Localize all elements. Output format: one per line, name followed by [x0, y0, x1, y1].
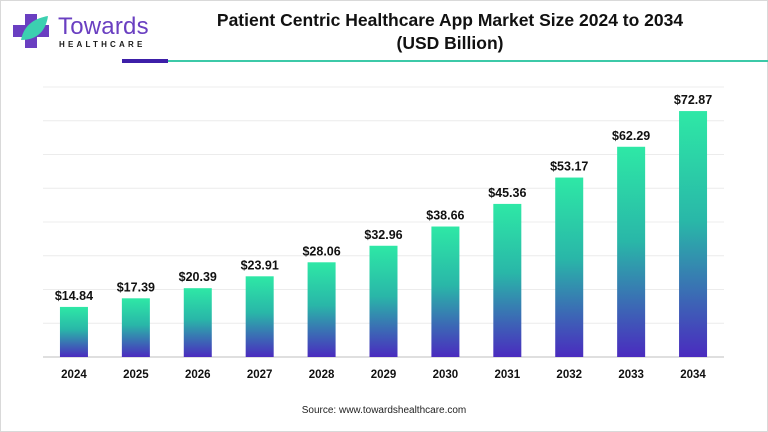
data-label: $20.39 — [179, 270, 217, 284]
logo-subtitle: HEALTHCARE — [59, 40, 146, 49]
chart-subtitle: (USD Billion) — [396, 33, 504, 53]
chart-title: Patient Centric Healthcare App Market Si… — [170, 9, 730, 55]
source-note: Source: www.towardshealthcare.com — [301, 405, 467, 416]
data-label: $45.36 — [488, 186, 526, 200]
x-tick-label: 2031 — [495, 369, 521, 381]
bar-2024 — [59, 306, 88, 357]
chart-title-main: Patient Centric Healthcare App Market Si… — [216, 10, 684, 30]
bar-2027 — [245, 276, 274, 357]
x-tick-label: 2028 — [309, 369, 335, 381]
header-accent-teal — [168, 60, 768, 62]
bar-2033 — [617, 146, 646, 357]
bar-2034 — [679, 111, 708, 357]
bar-2031 — [493, 203, 522, 357]
data-label: $14.84 — [55, 289, 93, 303]
bar-2028 — [307, 262, 336, 357]
data-label: $28.06 — [302, 244, 340, 258]
x-tick-label: 2030 — [433, 369, 459, 381]
medical-cross-leaf-icon — [13, 14, 49, 48]
data-label: $53.17 — [550, 160, 588, 174]
data-label: $17.39 — [117, 280, 155, 294]
x-tick-label: 2034 — [680, 369, 706, 381]
bar-2030 — [431, 226, 460, 357]
bar-2029 — [369, 245, 398, 357]
header-accent-purple — [122, 59, 168, 63]
x-tick-label: 2032 — [556, 369, 582, 381]
x-tick-label: 2029 — [371, 369, 397, 381]
data-label: $62.29 — [612, 129, 650, 143]
bar-2025 — [121, 298, 150, 357]
x-tick-label: 2024 — [61, 369, 87, 381]
data-label: $23.91 — [241, 258, 279, 272]
bar-2032 — [555, 177, 584, 357]
x-tick-label: 2026 — [185, 369, 211, 381]
data-label: $38.66 — [426, 209, 464, 223]
data-label: $72.87 — [674, 93, 712, 107]
data-label: $32.96 — [364, 228, 402, 242]
logo: Towards HEALTHCARE — [12, 12, 149, 49]
x-tick-label: 2027 — [247, 369, 273, 381]
x-tick-label: 2033 — [618, 369, 644, 381]
bar-2026 — [183, 288, 212, 357]
x-tick-label: 2025 — [123, 369, 149, 381]
logo-wordmark: Towards — [58, 13, 149, 40]
